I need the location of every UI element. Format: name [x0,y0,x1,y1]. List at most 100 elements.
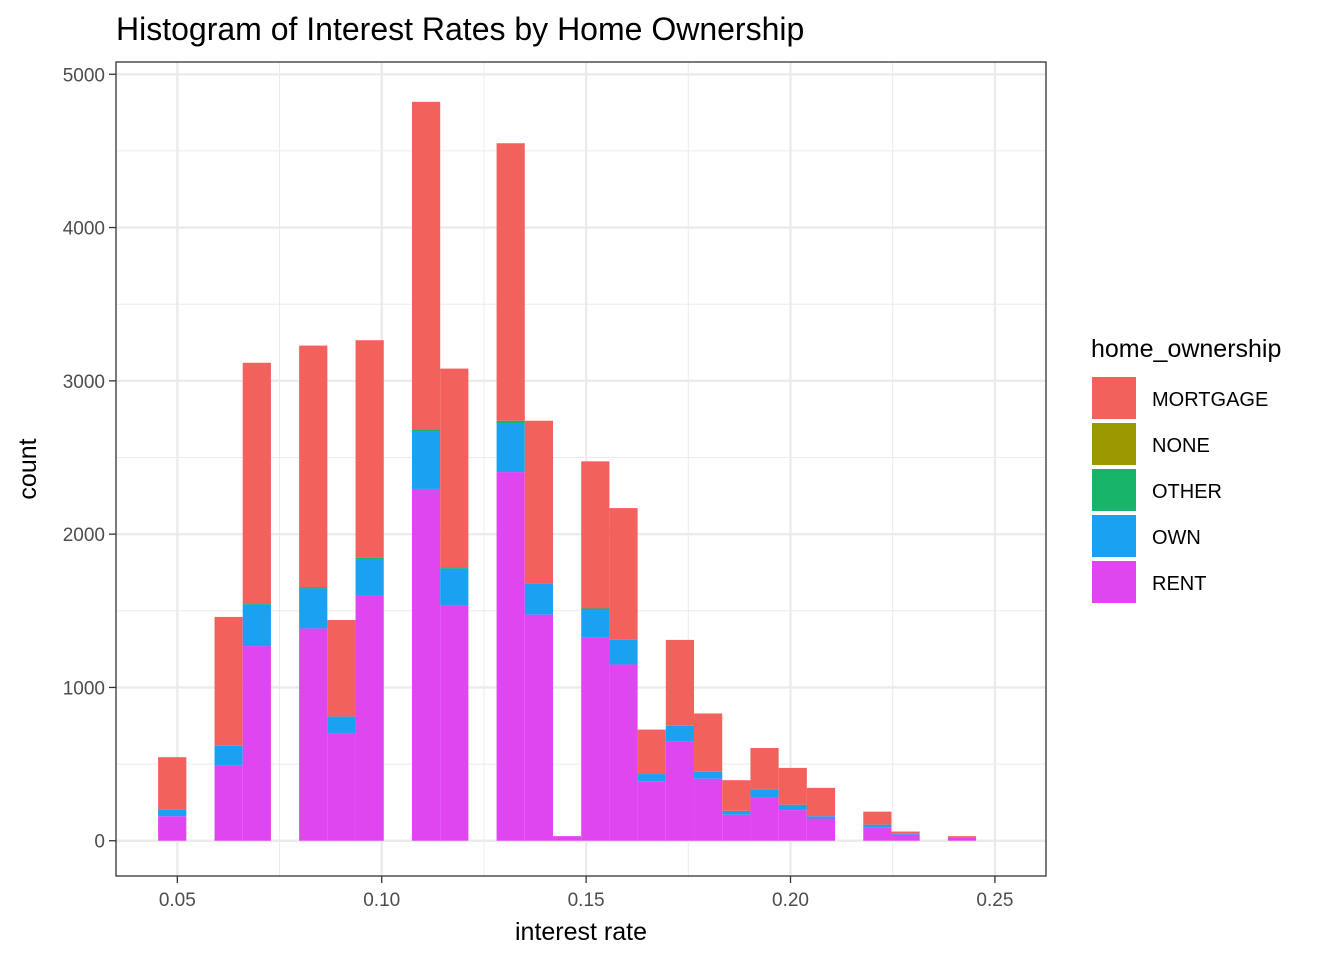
bar-rent [609,664,638,841]
y-tick-label: 3000 [63,372,105,393]
y-tick-label: 1000 [63,678,105,699]
bar-other [355,557,384,560]
bar-rent [581,637,610,841]
y-tick-label: 0 [94,832,105,853]
bar-mortgage [214,616,243,746]
bar-mortgage [863,811,892,825]
bar-own [750,789,779,798]
bar-own [891,833,920,835]
bar-own [665,725,695,742]
minor-gridlines [116,62,1046,876]
bar-own [299,588,328,629]
bar-mortgage [242,362,271,604]
bar-own [496,423,525,473]
bar-other [411,429,441,432]
bar-own [411,431,441,489]
legend-label-own: OWN [1152,527,1201,549]
legend-title: home_ownership [1091,335,1281,363]
legend-key-other [1092,469,1136,511]
y-axis-title: count [14,438,42,499]
bar-rent [214,765,243,841]
bar-own [863,824,892,828]
bar-rent [158,816,187,841]
bar-own [327,716,356,734]
bar-rent [327,733,356,841]
bar-mortgage [722,780,751,811]
bar-rent [637,781,666,841]
bar-own [524,583,553,615]
bar-rent [863,827,892,841]
bar-mortgage [355,340,384,558]
bar-mortgage [496,143,525,421]
bar-mortgage [694,713,723,772]
legend-key-none [1092,423,1136,465]
bar-mortgage [327,619,356,717]
bar-rent [299,628,328,841]
bar-rent [552,836,582,841]
bar-other [242,603,271,605]
bar-mortgage [158,757,187,810]
bar-rent [891,834,920,841]
bar-mortgage [609,508,638,640]
panel-background [116,62,1046,876]
bar-rent [750,797,779,841]
bar-rent [242,646,271,841]
legend-label-other: OTHER [1152,481,1222,503]
panel-border [115,61,1047,877]
legend-items: MORTGAGE NONE OTHER OWN RENT [1092,377,1268,603]
bar-rent [524,614,553,841]
x-axis-title: interest rate [515,918,647,946]
bar-own [440,568,469,606]
bar-mortgage [524,420,553,584]
bar-own [581,610,610,638]
bar-rent [722,814,751,841]
bar-mortgage [750,747,779,790]
bar-mortgage [665,639,695,726]
legend-label-rent: RENT [1152,573,1206,595]
bar-mortgage [806,787,836,817]
bar-own [158,809,187,817]
bar-rent [355,595,384,841]
bar-rent [665,741,695,841]
legend-key-mortgage [1092,377,1136,419]
bar-other [299,587,328,589]
bar-rent [496,472,525,841]
bar-mortgage [637,729,666,775]
bar-rent [694,778,723,841]
legend-label-none: NONE [1152,435,1210,457]
y-axis: 0 1000 2000 3000 4000 5000 [63,65,116,853]
bar-own [242,604,271,647]
bar-mortgage [778,767,807,805]
y-tick-label: 4000 [63,219,105,240]
bar-rent [440,605,469,841]
x-tick-label: 0.05 [159,890,196,911]
bar-other [496,420,525,424]
y-tick-label: 5000 [63,65,105,86]
legend-key-rent [1092,561,1136,603]
bar-own [778,804,807,811]
histogram-bars [158,101,977,841]
chart-title: Histogram of Interest Rates by Home Owne… [116,11,804,47]
x-tick-label: 0.15 [568,890,605,911]
bar-rent [778,810,807,841]
bar-other [440,567,469,569]
bar-own [355,559,384,596]
bar-mortgage [947,836,977,838]
x-tick-label: 0.20 [772,890,809,911]
legend-key-own [1092,515,1136,557]
x-axis: 0.05 0.10 0.15 0.20 0.25 [159,876,1013,911]
bar-own [637,774,666,782]
bar-other [581,608,610,611]
bar-own [694,771,723,779]
x-tick-label: 0.10 [363,890,400,911]
y-tick-label: 2000 [63,525,105,546]
bar-mortgage [581,461,610,609]
bar-own [722,810,751,815]
bar-own [806,816,836,819]
x-tick-label: 0.25 [976,890,1013,911]
bar-own [609,639,638,665]
bar-mortgage [299,345,328,588]
legend-label-mortgage: MORTGAGE [1152,389,1268,411]
bar-rent [411,488,441,841]
